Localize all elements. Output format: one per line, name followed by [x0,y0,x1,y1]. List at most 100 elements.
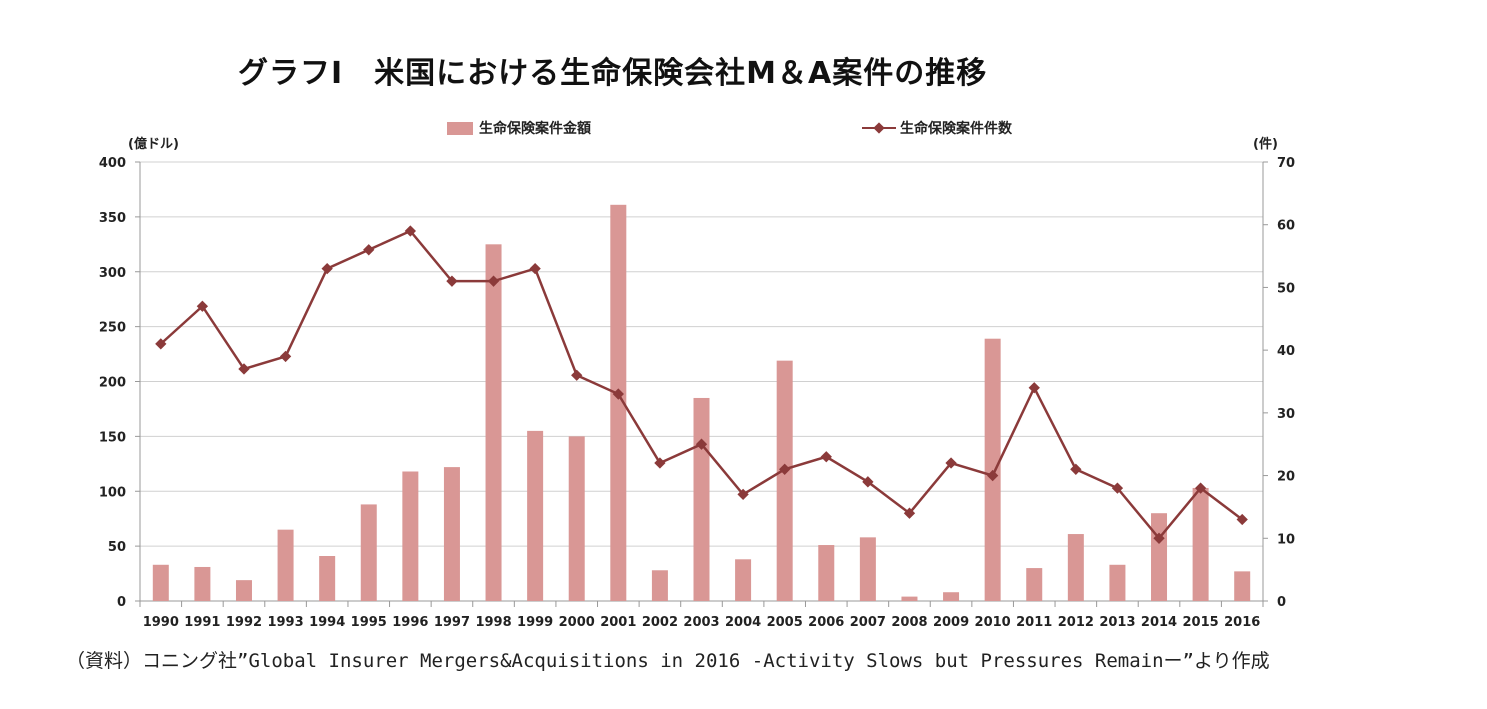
right-axis-unit: (件) [1253,137,1278,152]
line-point [196,300,209,312]
chart-title: グラフI 米国における生命保険会社M＆A案件の推移 [238,56,988,91]
bar [277,529,294,601]
x-axis-tick-label: 2015 [1183,615,1219,630]
x-axis-tick-label: 1999 [517,615,553,630]
legend-bar-label: 生命保険案件金額 [479,121,591,137]
line-point [279,350,292,363]
x-axis-tick-label: 2009 [933,615,969,630]
source-note: （資料）コニング社”Global Insurer Mergers&Acquisi… [66,650,1270,672]
bar [402,471,419,601]
legend-line-label: 生命保険案件件数 [900,121,1012,137]
line-point [903,507,916,519]
bar [901,596,918,601]
bar [1026,568,1043,601]
left-axis-tick-label: 250 [99,321,126,336]
x-axis-tick-label: 1998 [475,615,511,630]
legend-line-swatch [862,122,896,134]
bar [1067,534,1084,601]
left-axis-unit: (億ドル) [128,137,179,152]
right-axis-tick-label: 60 [1277,219,1295,234]
line-point [529,262,541,275]
x-axis-tick-label: 2005 [767,615,803,630]
line-point [695,438,708,450]
line-point [1194,482,1207,494]
x-axis-tick-label: 2003 [683,615,719,630]
legend-line: 生命保険案件件数 [862,118,1012,138]
bar [568,436,585,601]
x-axis-tick-label: 2016 [1224,615,1260,630]
x-axis-tick-label: 1994 [309,615,345,630]
x-axis-tick-label: 2011 [1016,615,1052,630]
bar [1151,513,1168,601]
bar [735,559,752,601]
line-point [321,262,333,275]
x-axis-tick-label: 2002 [642,615,678,630]
x-axis-tick-label: 2000 [559,615,595,630]
bar [527,430,544,601]
x-axis-tick-label: 2010 [975,615,1011,630]
line-point [862,476,874,488]
right-axis-tick-label: 30 [1277,407,1295,422]
line-point [363,244,375,256]
right-axis-tick-label: 10 [1277,532,1295,547]
legend-bar-swatch [447,121,473,135]
line-point [571,369,583,381]
x-axis-tick-label: 2004 [725,615,761,630]
legend-bar: 生命保険案件金額 [447,118,591,138]
x-axis-tick-label: 2007 [850,615,886,630]
line-point [654,457,666,469]
x-axis-tick-label: 2001 [600,615,636,630]
x-axis-tick-label: 2013 [1099,615,1135,630]
bar [943,592,960,601]
x-axis-tick-label: 2006 [808,615,844,630]
left-axis-tick-label: 200 [99,376,126,391]
left-axis-tick-label: 0 [117,595,126,610]
bar [651,570,668,601]
x-axis-tick-label: 1995 [351,615,387,630]
line-point [1028,382,1040,394]
line-point [1236,513,1248,526]
line-point [1070,463,1082,475]
right-axis-tick-label: 70 [1277,156,1295,171]
x-axis-tick-label: 1993 [267,615,303,630]
left-axis-tick-label: 50 [108,540,126,555]
bar [1109,564,1126,601]
x-axis-tick-label: 2012 [1058,615,1094,630]
bar [194,566,211,601]
left-axis-tick-label: 300 [99,266,126,281]
line-point [779,463,791,475]
right-axis-tick-label: 0 [1277,595,1286,610]
bar [610,204,627,602]
line-point [820,451,832,463]
x-axis-tick-label: 1992 [226,615,262,630]
line-point [155,338,167,350]
bar [443,467,460,601]
left-axis-tick-label: 400 [99,156,126,171]
line-point [986,469,999,482]
x-axis-tick-label: 1997 [434,615,470,630]
bar [1234,571,1251,601]
line-point [1153,532,1165,544]
line-point [238,363,250,375]
right-axis-tick-label: 40 [1277,344,1295,359]
line-point [737,488,749,501]
x-axis-tick-label: 2014 [1141,615,1177,630]
x-axis-tick-label: 1991 [184,615,220,630]
x-axis-tick-label: 2008 [891,615,927,630]
line-point [945,457,957,469]
bar [693,397,710,601]
right-axis-tick-label: 50 [1277,281,1295,296]
bar [235,580,252,601]
bar [1192,487,1209,601]
right-axis-tick-label: 20 [1277,470,1295,485]
bar [818,545,835,601]
left-axis-tick-label: 350 [99,211,126,226]
bar [776,360,793,601]
left-axis-tick-label: 150 [99,430,126,445]
bar [360,504,377,601]
line-point [612,388,624,400]
line-point [446,275,458,287]
bar [859,537,876,601]
line-point [404,225,417,237]
